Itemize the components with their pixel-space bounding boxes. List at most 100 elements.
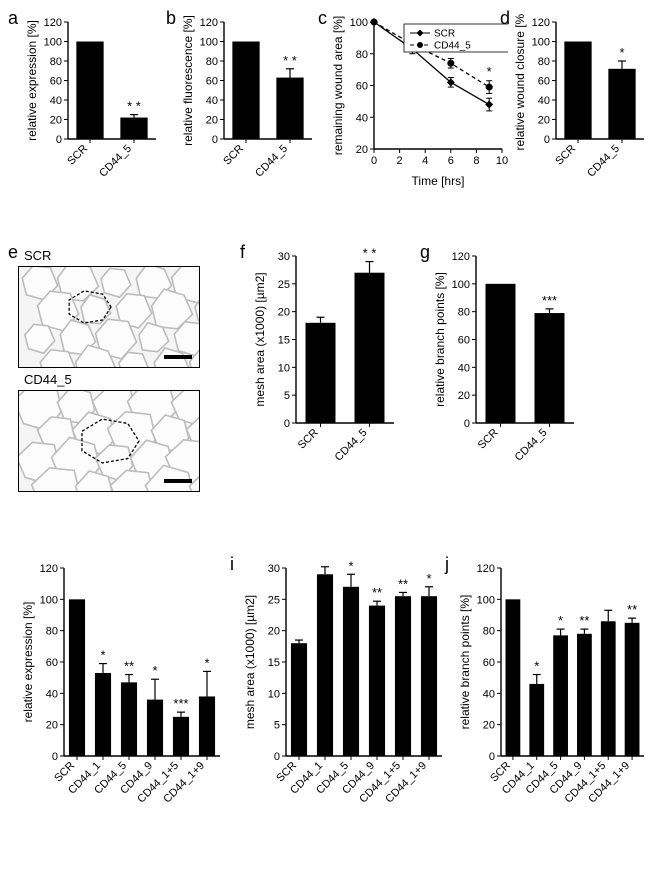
svg-text:20: 20 bbox=[458, 390, 470, 402]
svg-text:80: 80 bbox=[356, 49, 368, 61]
svg-text:*: * bbox=[558, 613, 563, 628]
svg-text:120: 120 bbox=[44, 17, 62, 29]
panel-label-i: i bbox=[230, 554, 234, 575]
svg-text:40: 40 bbox=[483, 688, 495, 700]
svg-text:*: * bbox=[204, 655, 209, 670]
svg-text:**: ** bbox=[398, 576, 408, 591]
panel-g: 020406080100120relative branch points [%… bbox=[430, 248, 580, 473]
svg-text:120: 120 bbox=[477, 563, 495, 575]
svg-text:15: 15 bbox=[278, 335, 290, 347]
panel-f: 051015202530mesh area (x1000) [µm2]SCR* … bbox=[250, 248, 400, 473]
svg-text:15: 15 bbox=[268, 657, 280, 669]
svg-text:SCR: SCR bbox=[296, 427, 321, 452]
svg-text:0: 0 bbox=[544, 134, 550, 146]
svg-text:60: 60 bbox=[50, 76, 62, 88]
svg-text:relative expression [%]: relative expression [%] bbox=[25, 20, 39, 141]
svg-text:2: 2 bbox=[397, 155, 403, 167]
svg-text:5: 5 bbox=[284, 390, 290, 402]
svg-text:20: 20 bbox=[356, 144, 368, 156]
svg-text:**: ** bbox=[579, 613, 589, 628]
svg-text:40: 40 bbox=[206, 95, 218, 107]
svg-text:*: * bbox=[619, 45, 624, 60]
svg-text:relative expression [%]: relative expression [%] bbox=[21, 602, 35, 723]
svg-text:0: 0 bbox=[284, 418, 290, 430]
svg-text:0: 0 bbox=[52, 751, 58, 763]
svg-text:*: * bbox=[152, 663, 157, 678]
svg-text:60: 60 bbox=[356, 81, 368, 93]
svg-text:CD44_5: CD44_5 bbox=[513, 427, 550, 464]
panel-i: 051015202530mesh area (x1000) [µm2]SCR**… bbox=[240, 560, 448, 810]
svg-text:relative fluorescence [%]: relative fluorescence [%] bbox=[181, 15, 195, 146]
svg-text:80: 80 bbox=[206, 56, 218, 68]
svg-text:20: 20 bbox=[268, 626, 280, 638]
svg-text:*: * bbox=[534, 659, 539, 674]
svg-text:120: 120 bbox=[532, 17, 550, 29]
svg-text:40: 40 bbox=[356, 112, 368, 124]
micrograph-label: SCR bbox=[24, 248, 51, 263]
panel-label-a: a bbox=[8, 8, 18, 29]
svg-text:SCR: SCR bbox=[476, 427, 501, 452]
svg-text:20: 20 bbox=[46, 720, 58, 732]
panel-label-d: d bbox=[500, 8, 510, 29]
svg-text:80: 80 bbox=[458, 307, 470, 319]
svg-text:25: 25 bbox=[278, 279, 290, 291]
svg-text:60: 60 bbox=[458, 335, 470, 347]
svg-text:remaining wound area [%]: remaining wound area [%] bbox=[331, 16, 345, 155]
svg-text:80: 80 bbox=[46, 626, 58, 638]
svg-text:*: * bbox=[426, 571, 431, 586]
svg-text:20: 20 bbox=[483, 720, 495, 732]
svg-text:100: 100 bbox=[350, 17, 368, 29]
svg-text:Time [hrs]: Time [hrs] bbox=[412, 174, 465, 188]
svg-text:SCR: SCR bbox=[553, 143, 578, 168]
panel-label-g: g bbox=[420, 242, 430, 263]
svg-text:25: 25 bbox=[268, 594, 280, 606]
svg-text:*: * bbox=[487, 64, 492, 79]
svg-text:* *: * * bbox=[283, 53, 297, 68]
svg-text:***: *** bbox=[173, 696, 188, 711]
svg-text:100: 100 bbox=[40, 594, 58, 606]
panel-label-c: c bbox=[318, 8, 327, 29]
svg-text:100: 100 bbox=[532, 37, 550, 49]
svg-text:4: 4 bbox=[422, 155, 428, 167]
svg-text:80: 80 bbox=[538, 56, 550, 68]
svg-text:120: 120 bbox=[40, 563, 58, 575]
svg-text:10: 10 bbox=[496, 155, 508, 167]
svg-text:60: 60 bbox=[538, 76, 550, 88]
svg-text:100: 100 bbox=[200, 37, 218, 49]
svg-text:***: *** bbox=[542, 293, 557, 308]
panel-label-f: f bbox=[240, 242, 245, 263]
svg-text:0: 0 bbox=[464, 418, 470, 430]
svg-text:10: 10 bbox=[278, 362, 290, 374]
svg-text:100: 100 bbox=[44, 37, 62, 49]
svg-text:0: 0 bbox=[371, 155, 377, 167]
svg-text:CD44_5: CD44_5 bbox=[253, 143, 290, 180]
svg-text:mesh area (x1000) [µm2]: mesh area (x1000) [µm2] bbox=[253, 272, 267, 406]
panel-a: 020406080100120relative expression [%]SC… bbox=[22, 14, 162, 189]
svg-text:80: 80 bbox=[483, 626, 495, 638]
svg-text:40: 40 bbox=[46, 688, 58, 700]
svg-text:60: 60 bbox=[206, 76, 218, 88]
svg-text:CD44_5: CD44_5 bbox=[97, 143, 134, 180]
svg-text:40: 40 bbox=[458, 362, 470, 374]
panel-label-e: e bbox=[8, 242, 18, 263]
svg-text:mesh area (x1000) [µm2]: mesh area (x1000) [µm2] bbox=[243, 595, 257, 729]
svg-text:80: 80 bbox=[50, 56, 62, 68]
svg-text:100: 100 bbox=[477, 594, 495, 606]
svg-text:120: 120 bbox=[452, 251, 470, 263]
svg-text:20: 20 bbox=[206, 115, 218, 127]
panel-c: 20406080100remaining wound area [%]02468… bbox=[328, 14, 508, 189]
svg-text:SCR: SCR bbox=[434, 29, 455, 40]
svg-text:0: 0 bbox=[212, 134, 218, 146]
svg-text:**: ** bbox=[372, 585, 382, 600]
svg-text:relative wound closure [%]: relative wound closure [%] bbox=[513, 14, 527, 151]
svg-text:0: 0 bbox=[56, 134, 62, 146]
svg-text:CD44_5: CD44_5 bbox=[585, 143, 622, 180]
svg-text:**: ** bbox=[320, 560, 330, 566]
svg-text:**: ** bbox=[627, 602, 637, 617]
svg-text:*: * bbox=[348, 560, 353, 573]
svg-text:120: 120 bbox=[200, 17, 218, 29]
svg-text:20: 20 bbox=[278, 307, 290, 319]
panel-j: 020406080100120relative branch points [%… bbox=[455, 560, 650, 810]
svg-text:30: 30 bbox=[268, 563, 280, 575]
svg-text:*: * bbox=[100, 648, 105, 663]
